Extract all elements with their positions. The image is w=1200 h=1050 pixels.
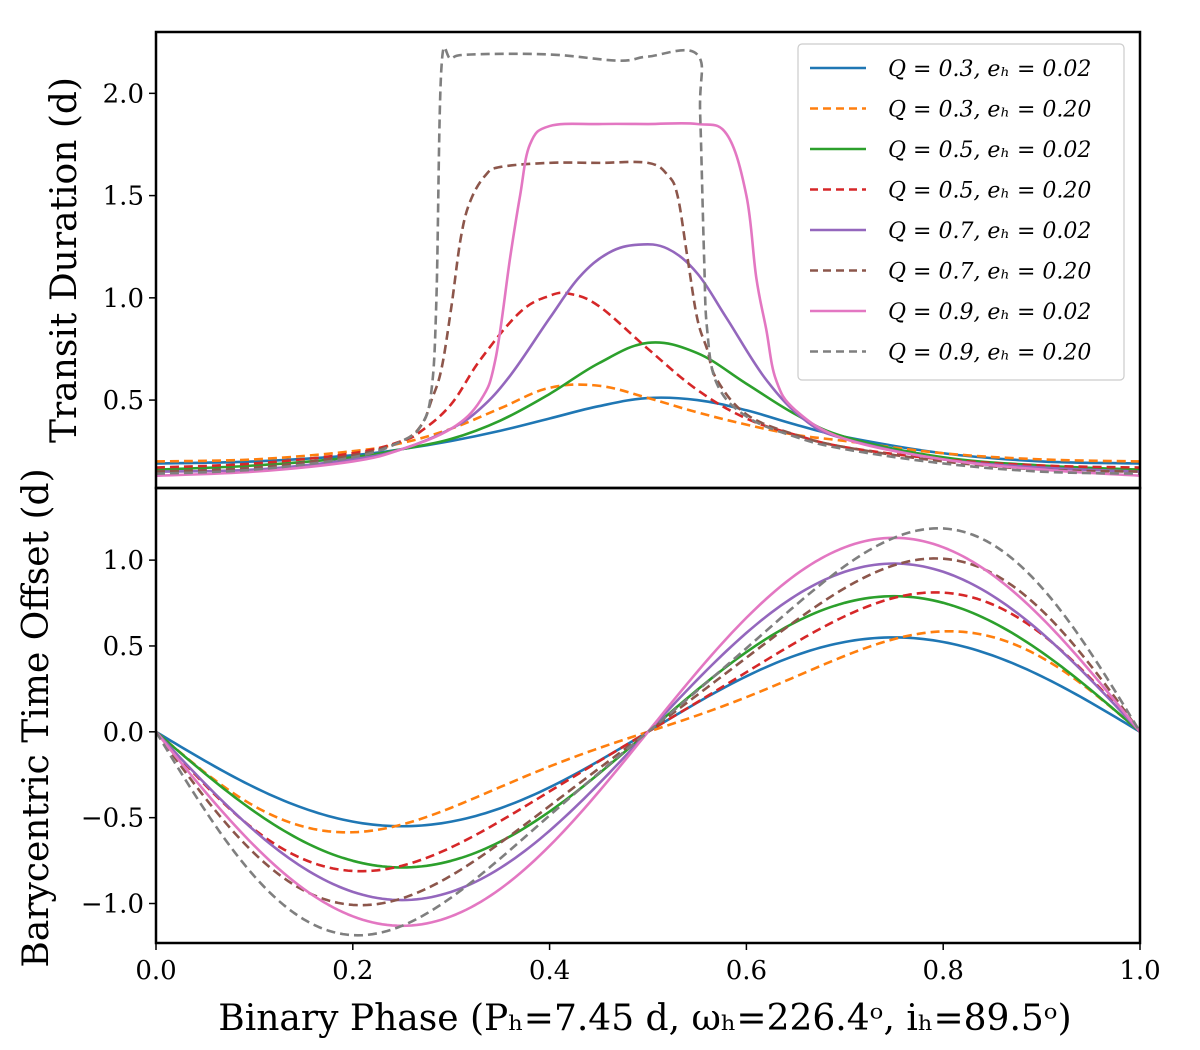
time-offset-plot-frame <box>154 486 1142 945</box>
duration-series-q-0-5-e-b-0-02 <box>156 341 1140 471</box>
offset-y-tick-label: −1.0 <box>81 890 144 920</box>
transit-duration-series-group <box>156 46 1140 478</box>
time-offset-y-ticks: −1.0 −0.5 0.0 0.5 1.0 <box>81 546 156 920</box>
x-tick-label: 0.8 <box>923 956 964 986</box>
offset-y-tick-label: 1.0 <box>103 546 144 576</box>
time-offset-series-group <box>156 527 1140 937</box>
time-offset-y-label: Barycentric Time Offset (d) <box>16 468 57 967</box>
x-tick-label: 0.6 <box>726 956 767 986</box>
duration-y-tick-label: 1.5 <box>103 182 144 212</box>
legend-label-q-0-9-e-b-0-02: Q = 0.9, eₕ = 0.02 <box>888 300 1091 325</box>
legend-box <box>797 43 1125 381</box>
legend: Q = 0.3, eₕ = 0.02 Q = 0.3, eₕ = 0.20 Q = … <box>797 43 1125 381</box>
duration-y-tick-label: 2.0 <box>103 79 144 109</box>
offset-series-q-0-9-e-b-0-02 <box>156 536 1140 928</box>
legend-label-q-0-3-e-b-0-20: Q = 0.3, eₕ = 0.20 <box>888 98 1091 123</box>
legend-label-q-0-9-e-b-0-20: Q = 0.9, eₕ = 0.20 <box>888 341 1091 366</box>
offset-y-tick-label: 0.0 <box>103 718 144 748</box>
x-tick-label: 0.0 <box>135 956 176 986</box>
duration-series-q-0-9-e-b-0-20 <box>156 46 1140 475</box>
duration-series-q-0-7-e-b-0-20 <box>156 160 1140 473</box>
duration-y-tick-label: 1.0 <box>103 284 144 314</box>
transit-duration-y-label: Transit Duration (d) <box>44 77 85 443</box>
duration-series-q-0-3-e-b-0-20 <box>156 383 1140 463</box>
legend-label-q-0-5-e-b-0-20: Q = 0.5, eₕ = 0.20 <box>888 179 1091 204</box>
duration-series-q-0-3-e-b-0-02 <box>156 396 1140 465</box>
x-axis-ticks: 0.0 0.2 0.4 0.6 0.8 1.0 <box>135 943 1161 986</box>
x-tick-label: 0.4 <box>529 956 570 986</box>
offset-y-tick-label: −0.5 <box>81 804 144 834</box>
offset-y-tick-label: 0.5 <box>103 632 144 662</box>
offset-series-q-0-9-e-b-0-20 <box>156 527 1140 937</box>
x-tick-label: 1.0 <box>1119 956 1160 986</box>
duration-series-q-0-9-e-b-0-02 <box>156 121 1140 478</box>
time-offset-panel: −1.0 −0.5 0.0 0.5 1.0 0.0 0.2 0.4 0.6 0.8 1.0 Bar… <box>16 468 1161 1039</box>
legend-label-q-0-7-e-b-0-02: Q = 0.7, eₕ = 0.02 <box>888 219 1091 244</box>
x-tick-label: 0.2 <box>332 956 373 986</box>
transit-duration-y-ticks: 0.5 1.0 1.5 2.0 <box>103 79 156 416</box>
legend-label-q-0-5-e-b-0-02: Q = 0.5, eₕ = 0.02 <box>888 138 1091 163</box>
x-axis-label: Binary Phase (Pₕ=7.45 d, ωₕ=226.4ᵒ, iₕ=8… <box>218 998 1071 1039</box>
transit-duration-panel: 0.5 1.0 1.5 2.0 Transit Duration (d) <box>44 30 1142 490</box>
legend-label-q-0-7-e-b-0-20: Q = 0.7, eₕ = 0.20 <box>888 260 1091 285</box>
legend-label-q-0-3-e-b-0-02: Q = 0.3, eₕ = 0.02 <box>888 57 1091 82</box>
duration-y-tick-label: 0.5 <box>103 386 144 416</box>
